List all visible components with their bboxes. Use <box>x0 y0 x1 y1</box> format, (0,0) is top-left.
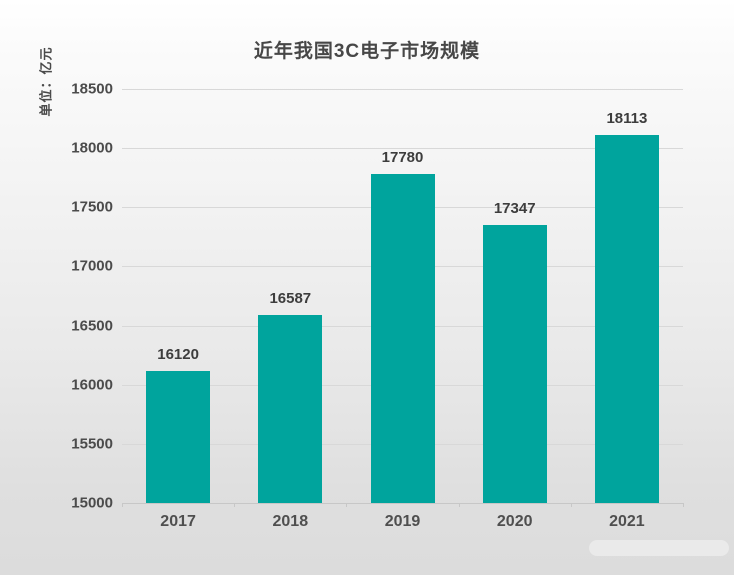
watermark <box>589 540 729 556</box>
x-axis-tick <box>234 503 236 507</box>
bar-value-label-2020: 17347 <box>493 200 536 218</box>
gridline-18500 <box>122 89 683 90</box>
x-axis-label-2020: 2020 <box>496 513 533 530</box>
bar-2017 <box>146 370 211 503</box>
bar-2020 <box>482 225 547 503</box>
x-axis-label-2017: 2017 <box>160 513 196 530</box>
x-axis-tick <box>570 503 572 507</box>
gridline-18000 <box>122 148 683 150</box>
gridline-15000 <box>122 503 683 504</box>
y-tick-label-16000: 16000 <box>71 376 113 394</box>
x-axis-tick <box>458 503 460 507</box>
y-tick-label-18000: 18000 <box>71 139 113 157</box>
x-axis-tick <box>122 503 123 507</box>
x-axis-label-2019: 2019 <box>384 513 421 530</box>
y-tick-label-17000: 17000 <box>71 257 113 275</box>
bar-value-label-2018: 16587 <box>269 290 312 308</box>
bar-value-label-2019: 17780 <box>381 149 424 167</box>
chart-title: 近年我国3C电子市场规模 <box>253 41 481 62</box>
x-axis-tick <box>346 503 348 507</box>
y-tick-label-15000: 15000 <box>71 494 113 512</box>
x-axis-label-2018: 2018 <box>272 513 309 530</box>
plot-area: 15000 15500 16000 16500 17000 17500 18000 18500… <box>71 81 684 530</box>
bar-value-label-2017: 16120 <box>157 345 199 363</box>
bar-2021 <box>594 134 659 503</box>
y-tick-label-18500: 18500 <box>71 80 113 98</box>
bar-2018 <box>258 315 323 503</box>
y-tick-label-15500: 15500 <box>71 435 113 453</box>
x-axis-label-2021: 2021 <box>609 513 645 530</box>
bar-2019 <box>370 174 435 503</box>
y-axis-unit-label: 单位：亿元 <box>38 46 54 117</box>
y-tick-label-16500: 16500 <box>71 317 113 335</box>
x-axis-tick <box>683 503 684 507</box>
bar-value-label-2021: 18113 <box>606 109 648 127</box>
y-tick-label-17500: 17500 <box>71 198 113 216</box>
